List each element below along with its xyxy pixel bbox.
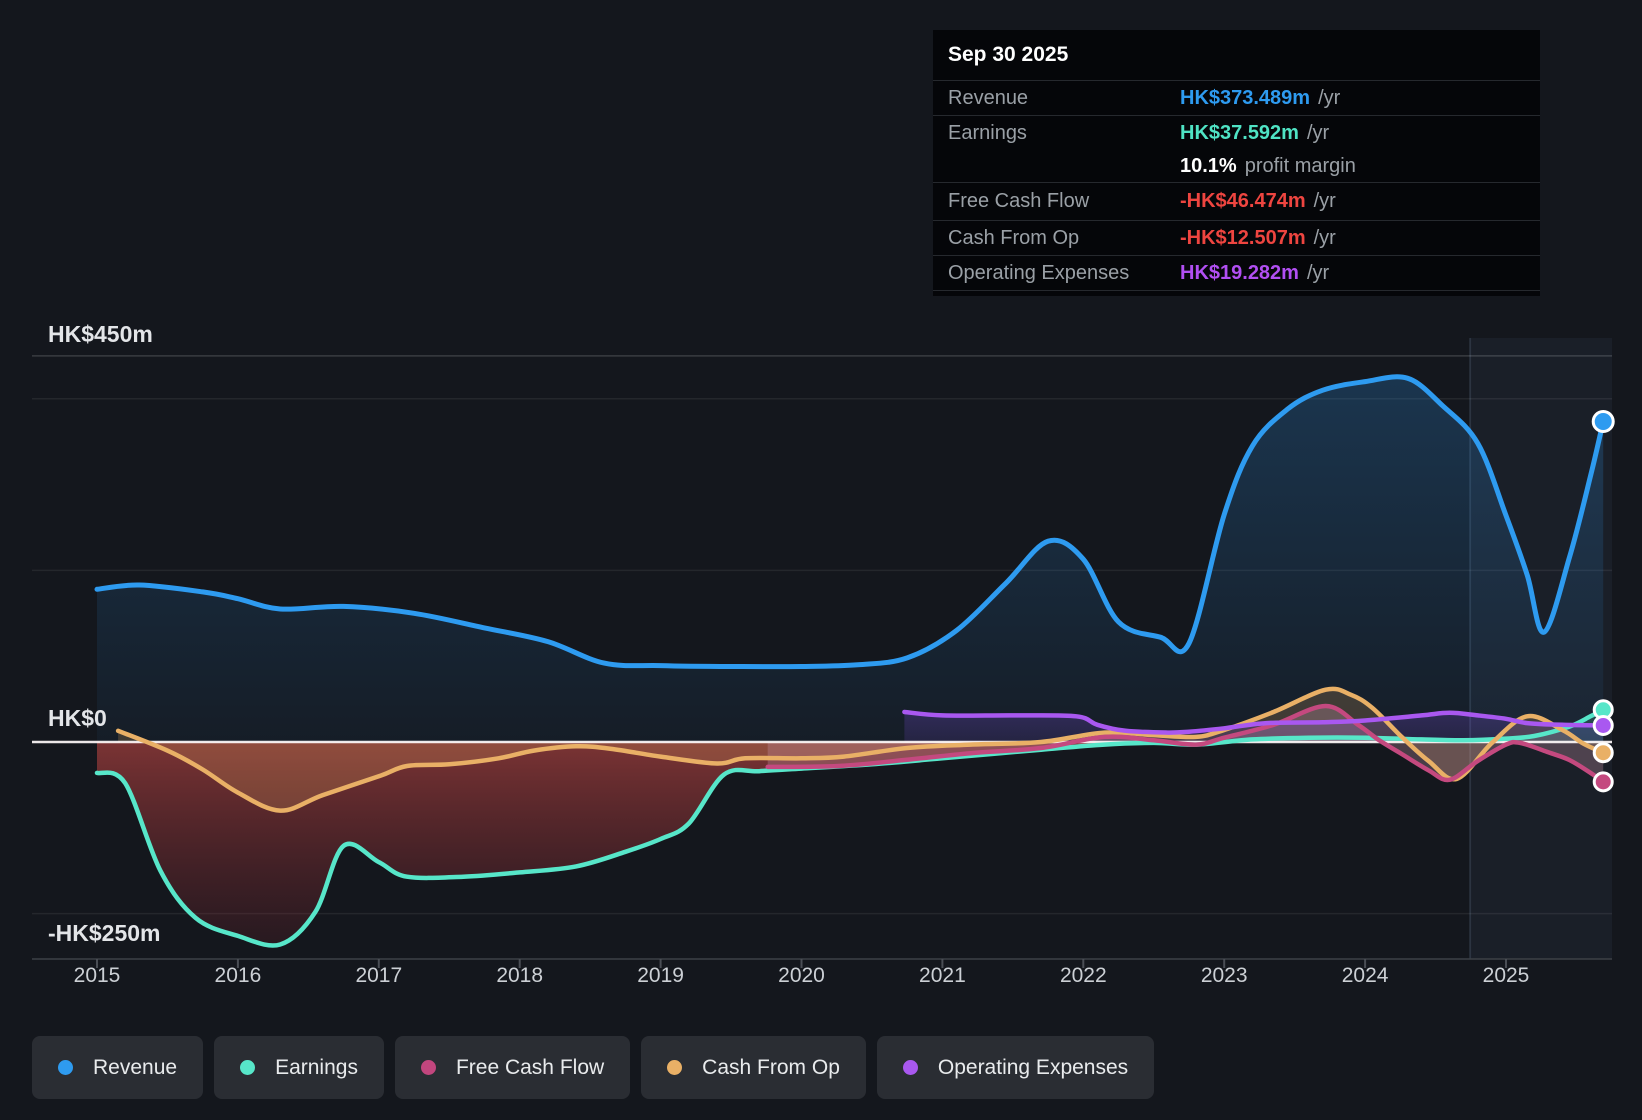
revenue-area-fill bbox=[97, 376, 1604, 742]
y-axis-label-450m: HK$450m bbox=[48, 321, 153, 347]
x-axis-label-2021: 2021 bbox=[919, 964, 966, 987]
operating-expenses-line bbox=[902, 709, 1606, 735]
cash-from-op-end-dot bbox=[1592, 742, 1614, 764]
legend-dot-operating-expenses bbox=[902, 1060, 918, 1075]
x-axis-label-2020: 2020 bbox=[778, 964, 825, 987]
x-axis-label-2019: 2019 bbox=[637, 964, 684, 987]
x-axis-label-2022: 2022 bbox=[1059, 964, 1107, 987]
tooltip-value: HK$373.489m bbox=[1180, 86, 1311, 109]
cash-from-op-line bbox=[115, 686, 1606, 813]
x-axis-label-2023: 2023 bbox=[1200, 964, 1248, 987]
tooltip-row-operating-expenses: Operating Expenses HK$19.282m /yr bbox=[933, 256, 1540, 291]
x-axis-label-2016: 2016 bbox=[214, 964, 262, 987]
tooltip-value: -HK$12.507m bbox=[1180, 226, 1306, 249]
tooltip-date: Sep 30 2025 bbox=[933, 30, 1540, 81]
earnings-line bbox=[94, 707, 1606, 948]
legend-label: Operating Expenses bbox=[937, 1055, 1129, 1079]
tooltip-label: Earnings bbox=[948, 122, 1027, 144]
x-axis-label-2017: 2017 bbox=[355, 964, 403, 987]
tooltip-value: -HK$46.474m bbox=[1180, 190, 1306, 212]
x-axis-label-2025: 2025 bbox=[1482, 964, 1530, 987]
tooltip-row-earnings: Earnings HK$37.592m /yr bbox=[933, 116, 1540, 151]
tooltip-value: HK$37.592m bbox=[1180, 122, 1299, 144]
tooltip-unit: /yr bbox=[1306, 261, 1330, 284]
x-axis-label-2018: 2018 bbox=[496, 964, 544, 987]
y-axis-label-neg250m: -HK$250m bbox=[48, 920, 161, 946]
tooltip-value: 10.1% bbox=[1180, 155, 1237, 177]
tooltip-value: HK$19.282m bbox=[1180, 261, 1299, 284]
legend-item-free-cash-flow[interactable]: Free Cash Flow bbox=[394, 1036, 631, 1099]
operating-expenses-end-dot bbox=[1592, 714, 1614, 736]
tooltip-row-profit-margin: 10.1% profit margin bbox=[933, 151, 1540, 183]
legend-item-earnings[interactable]: Earnings bbox=[214, 1036, 384, 1099]
x-axis-label-2015: 2015 bbox=[73, 964, 121, 987]
data-tooltip-panel: Sep 30 2025 Revenue HK$373.489m /yr Earn… bbox=[933, 30, 1540, 296]
tooltip-label: Free Cash Flow bbox=[948, 190, 1090, 212]
earnings-loss-area-fill bbox=[97, 741, 1604, 946]
tooltip-unit: profit margin bbox=[1244, 155, 1356, 177]
legend-label: Revenue bbox=[93, 1055, 178, 1079]
tooltip-unit: /yr bbox=[1313, 226, 1336, 249]
legend-label: Free Cash Flow bbox=[455, 1055, 605, 1079]
tooltip-unit: /yr bbox=[1313, 190, 1336, 212]
free-cash-flow-end-dot bbox=[1592, 771, 1614, 793]
legend-label: Cash From Op bbox=[702, 1055, 840, 1079]
tooltip-unit: /yr bbox=[1306, 122, 1330, 144]
legend-item-revenue[interactable]: Revenue bbox=[32, 1036, 204, 1099]
y-axis-label-0: HK$0 bbox=[48, 705, 107, 731]
tooltip-row-free-cash-flow: Free Cash Flow -HK$46.474m /yr bbox=[933, 183, 1540, 221]
cash-from-op-area-fill bbox=[118, 688, 1604, 811]
legend-label: Earnings bbox=[275, 1055, 358, 1079]
legend-item-cash-from-op[interactable]: Cash From Op bbox=[641, 1036, 866, 1099]
tooltip-label: Cash From Op bbox=[948, 226, 1080, 249]
legend-dot-revenue bbox=[58, 1060, 73, 1075]
legend-dot-earnings bbox=[240, 1060, 256, 1075]
tooltip-row-revenue: Revenue HK$373.489m /yr bbox=[933, 81, 1540, 116]
revenue-end-dot bbox=[1591, 410, 1615, 434]
tooltip-row-cash-from-op: Cash From Op -HK$12.507m /yr bbox=[933, 221, 1540, 256]
tooltip-label: Operating Expenses bbox=[948, 261, 1130, 284]
tooltip-unit: /yr bbox=[1318, 86, 1341, 109]
legend: Revenue Earnings Free Cash Flow Cash From O… bbox=[32, 1036, 1155, 1099]
revenue-line bbox=[94, 374, 1606, 670]
x-axis-label-2024: 2024 bbox=[1341, 964, 1389, 987]
legend-dot-free-cash-flow bbox=[420, 1060, 436, 1075]
legend-item-operating-expenses[interactable]: Operating Expenses bbox=[876, 1036, 1155, 1099]
legend-dot-cash-from-op bbox=[667, 1060, 683, 1075]
tooltip-label: Revenue bbox=[948, 86, 1029, 109]
